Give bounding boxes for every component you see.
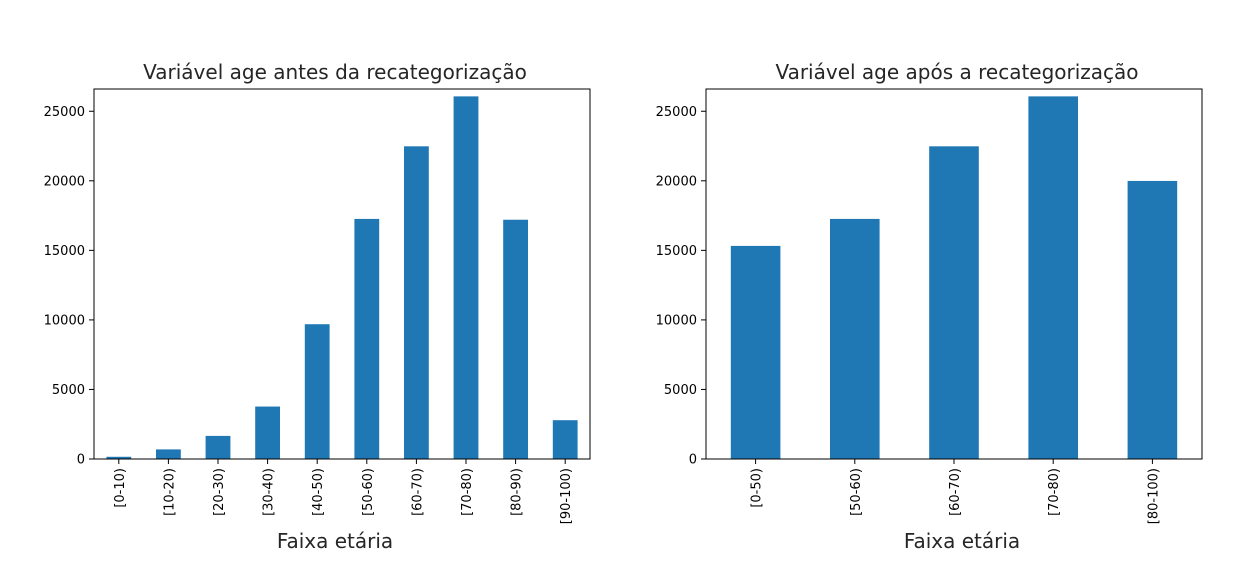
bar-[60-70) <box>404 146 429 459</box>
x-tick-label: [50-60) <box>849 468 864 516</box>
y-tick-label: 10000 <box>656 313 697 328</box>
y-tick-label: 5000 <box>52 383 85 398</box>
y-tick-label: 15000 <box>656 244 697 259</box>
x-tick-label: [50-60) <box>361 468 376 516</box>
x-tick-label: [90-100) <box>559 468 574 524</box>
x-tick-label: [0-10) <box>113 468 128 508</box>
chart-right-axes-frame <box>705 88 1203 460</box>
chart-left-x-axis: [0-10) [10-20) [20-30) [30-40) [40-50) [50-60… <box>113 459 574 524</box>
x-tick-label: [10-20) <box>162 468 177 516</box>
y-tick-label: 0 <box>77 453 85 468</box>
x-tick-label: [20-30) <box>212 468 227 516</box>
chart-right-bars <box>730 96 1178 459</box>
x-tick-label: [60-70) <box>948 468 963 516</box>
chart-right-x-label: Faixa etária <box>904 529 1020 553</box>
bar-[0-50) <box>730 245 781 459</box>
bar-[50-60) <box>354 218 380 459</box>
bar-[60-70) <box>929 146 979 459</box>
y-tick-label: 10000 <box>44 313 85 328</box>
x-tick-label: [40-50) <box>311 468 326 516</box>
chart-right-x-axis: [0-50) [50-60) [60-70) [70-80) [80-100) <box>750 459 1161 524</box>
x-tick-label: [0-50) <box>750 468 765 508</box>
bar-[80-90) <box>503 219 528 459</box>
chart-left-bars <box>106 96 578 459</box>
x-tick-label: [70-80) <box>1047 468 1062 516</box>
chart-right-y-axis: 0 5000 10000 15000 20000 25000 <box>656 105 706 468</box>
y-tick-label: 5000 <box>664 383 697 398</box>
bar-[40-50) <box>304 324 330 459</box>
bar-[50-60) <box>830 218 880 459</box>
x-tick-label: [80-100) <box>1146 468 1161 524</box>
x-tick-label: [70-80) <box>460 468 475 516</box>
bar-[20-30) <box>205 435 231 459</box>
x-tick-label: [60-70) <box>410 468 425 516</box>
bar-[90-100) <box>552 420 578 459</box>
y-tick-label: 25000 <box>44 105 85 120</box>
chart-left-y-axis: 0 5000 10000 15000 20000 25000 <box>44 105 94 468</box>
bar-[10-20) <box>156 449 181 459</box>
chart-right: Variável age após a recategorização 0 500… <box>656 60 1203 553</box>
chart-right-title: Variável age após a recategorização <box>775 60 1138 84</box>
bar-[70-80) <box>1028 96 1078 459</box>
x-tick-label: [80-90) <box>510 468 525 516</box>
y-tick-label: 25000 <box>656 105 697 120</box>
bar-[30-40) <box>255 406 280 459</box>
chart-left-title: Variável age antes da recategorização <box>143 60 527 84</box>
y-tick-label: 20000 <box>44 174 85 189</box>
x-tick-label: [30-40) <box>262 468 277 516</box>
chart-left: Variável age antes da recategorização 0 5… <box>44 60 591 553</box>
chart-left-axes-frame <box>93 88 591 460</box>
y-tick-label: 20000 <box>656 174 697 189</box>
bar-[70-80) <box>453 96 479 459</box>
chart-left-x-label: Faixa etária <box>277 529 393 553</box>
bar-[80-100) <box>1127 180 1178 459</box>
bar-[0-10) <box>106 456 132 459</box>
y-tick-label: 15000 <box>44 244 85 259</box>
y-tick-label: 0 <box>689 453 697 468</box>
